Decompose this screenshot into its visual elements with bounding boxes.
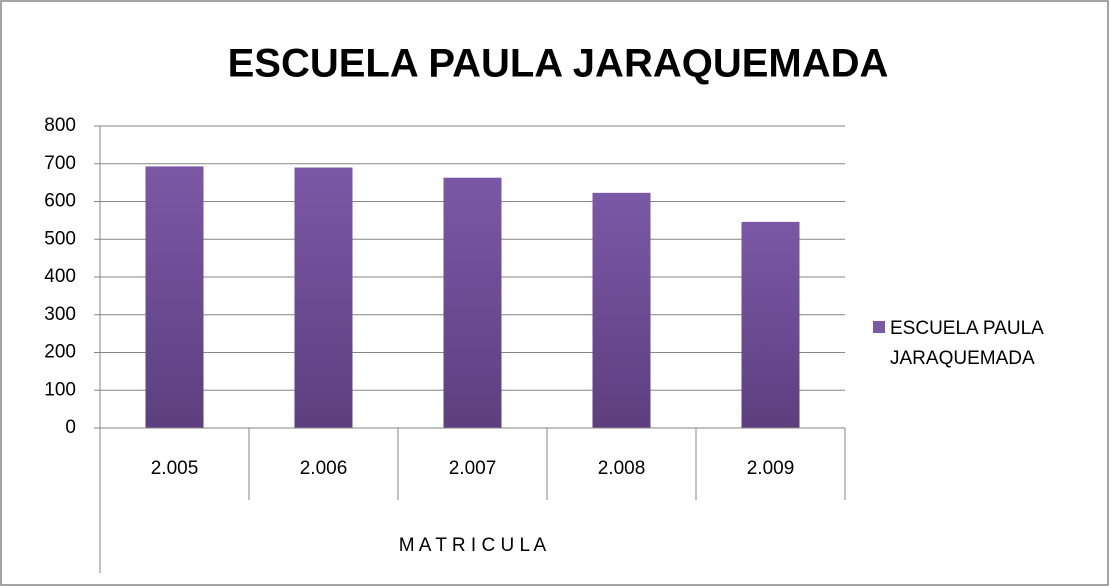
- bar: [443, 177, 502, 428]
- bar: [741, 221, 800, 428]
- y-tick-label: 100: [44, 379, 76, 400]
- y-tick-label: 800: [44, 115, 76, 136]
- legend-swatch: [873, 321, 885, 333]
- legend-label: ESCUELA PAULA JARAQUEMADA: [890, 318, 1043, 369]
- y-tick-label: 600: [44, 191, 76, 212]
- bar: [294, 167, 353, 428]
- x-tick-label: 2.005: [151, 458, 199, 479]
- x-tick-label: 2.006: [300, 458, 348, 479]
- chart-title: ESCUELA PAULA JARAQUEMADA: [228, 42, 889, 86]
- x-tick-label: 2.007: [449, 458, 497, 479]
- y-tick-label: 300: [44, 304, 76, 325]
- y-tick-label: 500: [44, 228, 76, 249]
- x-tick-label: 2.008: [598, 458, 646, 479]
- bar: [145, 166, 204, 428]
- x-axis-title: M A T R I C U L A: [399, 535, 547, 556]
- x-tick-label: 2.009: [747, 458, 795, 479]
- y-tick-label: 400: [44, 266, 76, 287]
- bar: [592, 192, 651, 428]
- y-tick-label: 700: [44, 153, 76, 174]
- y-tick-label: 0: [65, 417, 76, 438]
- y-tick-label: 200: [44, 342, 76, 363]
